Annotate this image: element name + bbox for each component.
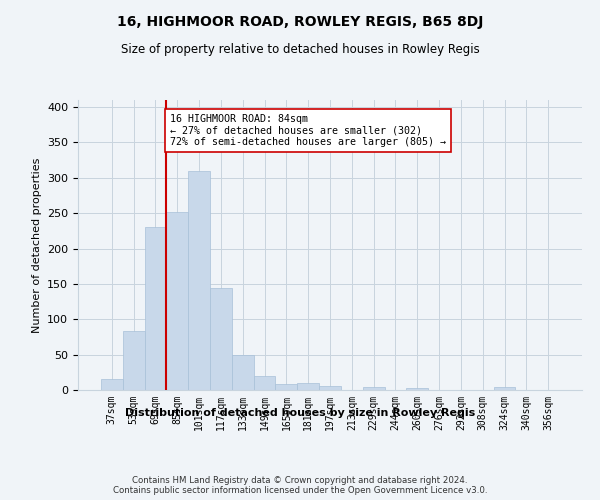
Bar xyxy=(210,288,232,390)
Bar xyxy=(406,388,428,390)
Text: Contains HM Land Registry data © Crown copyright and database right 2024.
Contai: Contains HM Land Registry data © Crown c… xyxy=(113,476,487,495)
Bar xyxy=(494,387,515,390)
Y-axis label: Number of detached properties: Number of detached properties xyxy=(32,158,41,332)
Text: 16 HIGHMOOR ROAD: 84sqm
← 27% of detached houses are smaller (302)
72% of semi-d: 16 HIGHMOOR ROAD: 84sqm ← 27% of detache… xyxy=(170,114,446,148)
Bar xyxy=(101,380,123,390)
Bar xyxy=(188,172,210,390)
Bar xyxy=(123,332,145,390)
Text: Size of property relative to detached houses in Rowley Regis: Size of property relative to detached ho… xyxy=(121,42,479,56)
Bar xyxy=(145,226,166,390)
Text: 16, HIGHMOOR ROAD, ROWLEY REGIS, B65 8DJ: 16, HIGHMOOR ROAD, ROWLEY REGIS, B65 8DJ xyxy=(117,15,483,29)
Bar xyxy=(166,212,188,390)
Text: Distribution of detached houses by size in Rowley Regis: Distribution of detached houses by size … xyxy=(125,408,475,418)
Bar xyxy=(254,376,275,390)
Bar xyxy=(297,383,319,390)
Bar xyxy=(275,384,297,390)
Bar xyxy=(319,386,341,390)
Bar xyxy=(232,354,254,390)
Bar xyxy=(363,387,385,390)
